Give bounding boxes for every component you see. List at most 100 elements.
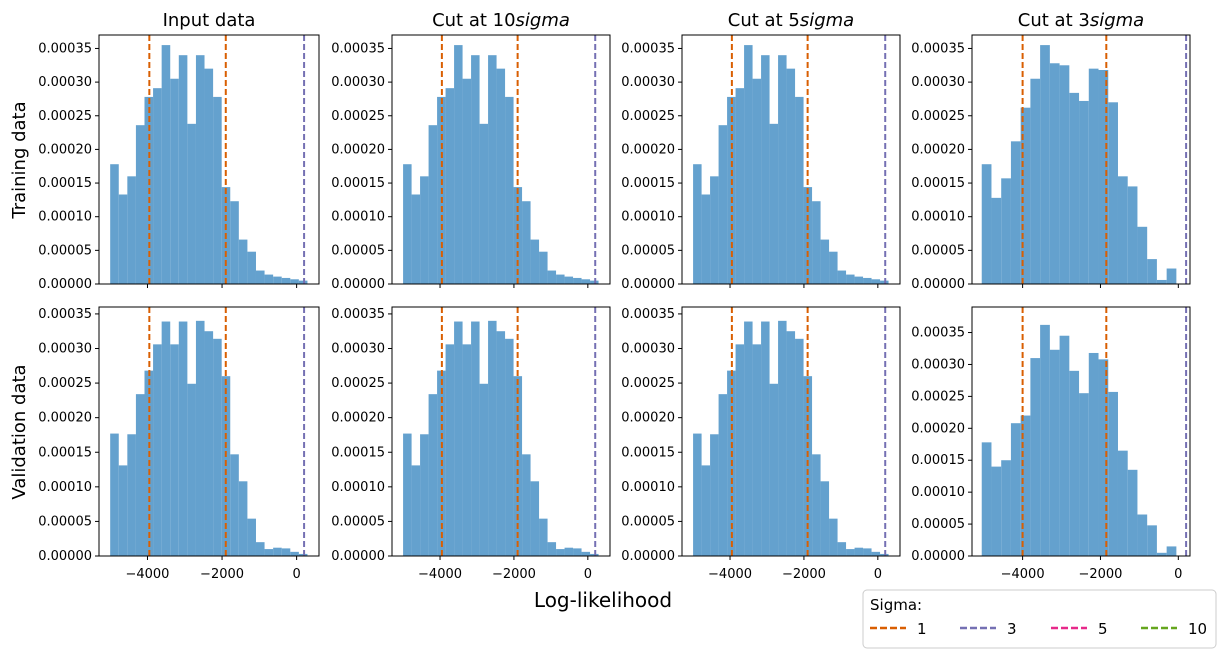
row-label-training: Training data xyxy=(9,101,30,219)
histogram-bar xyxy=(1108,391,1118,556)
histogram-bar xyxy=(752,78,762,284)
y-tick-label: 0.00010 xyxy=(38,210,92,225)
legend-entry-sigma-1: 1 xyxy=(870,620,927,638)
histogram-bar xyxy=(693,433,702,556)
histogram-bar xyxy=(547,270,557,284)
y-tick-label: 0.00020 xyxy=(331,411,385,426)
histogram-bar xyxy=(161,45,171,285)
y-tick-label: 0.00015 xyxy=(38,176,92,191)
histogram-bar xyxy=(213,338,222,556)
y-tick-label: 0.00035 xyxy=(911,41,965,56)
y-tick-label: 0.00010 xyxy=(331,480,385,495)
histogram-bar xyxy=(829,251,838,284)
histogram-bar xyxy=(761,55,770,284)
y-tick-label: 0.00025 xyxy=(911,389,965,404)
histogram-bar xyxy=(264,274,274,284)
histogram-bar xyxy=(1147,259,1157,284)
histogram-bar xyxy=(403,164,412,284)
y-tick-label: 0.00025 xyxy=(331,376,385,391)
histogram-bar xyxy=(1001,460,1011,556)
histogram-bar xyxy=(1156,279,1167,284)
panel-val-10: 0.00000 0.00005 0.00010 0.00015 0.00020 0.000… xyxy=(331,306,611,582)
y-tick-label: 0.00020 xyxy=(38,142,92,157)
legend-box xyxy=(862,589,1217,649)
axes-frame xyxy=(98,306,320,557)
axes-frame xyxy=(391,306,611,557)
y-tick-label: 0.00005 xyxy=(621,514,675,529)
y-tick-label: 0.00030 xyxy=(621,75,675,90)
histogram-bar xyxy=(1117,176,1128,284)
histogram-bar xyxy=(769,123,779,285)
y-tick-label: 0.00000 xyxy=(621,549,675,564)
histogram-bar xyxy=(812,454,821,556)
histogram-bar xyxy=(1127,186,1138,284)
y-tick-label: 0.00025 xyxy=(621,109,675,124)
histogram-bar xyxy=(1156,552,1167,556)
histogram-bar xyxy=(204,68,214,284)
histogram-bar xyxy=(281,548,291,556)
histogram-bar xyxy=(981,164,992,284)
histogram-bar xyxy=(1098,69,1109,284)
panel-title: Cut at 10sigma xyxy=(432,10,570,31)
histogram-bar xyxy=(238,239,248,284)
histogram-bar xyxy=(488,320,497,556)
axes-frame xyxy=(971,306,1191,557)
histogram-bar xyxy=(1137,514,1148,556)
panel-train-5: 0.00000 0.00005 0.00010 0.00015 0.00020 0.000… xyxy=(621,10,901,292)
histogram-bar xyxy=(445,88,455,285)
histogram-bar xyxy=(701,465,711,556)
histogram-bar xyxy=(110,164,119,284)
legend: Sigma: 1 3 5 10 xyxy=(862,589,1217,649)
y-tick-label: 0.00030 xyxy=(911,75,965,90)
y-tick-label: 0.00010 xyxy=(38,480,92,495)
y-tick-label: 0.00010 xyxy=(621,210,675,225)
histogram-bar xyxy=(863,277,872,284)
histogram-bar xyxy=(564,547,574,556)
y-tick-label: 0.00005 xyxy=(331,243,385,258)
x-tick-label: 0 xyxy=(1174,567,1182,582)
histogram-bar xyxy=(1030,358,1041,556)
histogram-bar xyxy=(991,197,1002,284)
row-label-validation: Validation data xyxy=(9,364,30,499)
y-tick-label: 0.00035 xyxy=(621,307,675,322)
histogram-bar xyxy=(118,465,128,556)
y-tick-label: 0.00020 xyxy=(331,142,385,157)
histogram-bar xyxy=(1059,335,1070,556)
histogram-bar xyxy=(522,201,531,284)
y-tick-label: 0.00030 xyxy=(621,342,675,357)
histogram-bar xyxy=(778,320,787,556)
histogram-bar xyxy=(153,344,162,556)
histogram-bar xyxy=(1059,65,1070,284)
histogram-bar xyxy=(161,321,171,556)
histogram-bar xyxy=(290,551,299,556)
histogram-bar xyxy=(187,123,196,285)
histogram-bar xyxy=(1079,393,1089,556)
histogram-bar xyxy=(255,542,265,556)
histogram-bar xyxy=(573,277,582,284)
histogram-bar xyxy=(1010,423,1021,556)
y-tick-label: 0.00005 xyxy=(621,243,675,258)
panel-val-input: 0.00000 0.00005 0.00010 0.00015 0.00020 0.000… xyxy=(38,306,320,582)
y-tick-label: 0.00005 xyxy=(38,243,92,258)
histogram-bar xyxy=(454,321,463,556)
histogram-bar xyxy=(701,194,711,284)
histogram-bar xyxy=(1040,324,1050,556)
y-tick-label: 0.00015 xyxy=(621,445,675,460)
y-tick-label: 0.00005 xyxy=(38,514,92,529)
y-tick-label: 0.00035 xyxy=(621,41,675,56)
histogram-bar xyxy=(735,344,745,556)
histogram-bar xyxy=(230,454,239,556)
histogram-bar xyxy=(496,331,506,556)
y-tick-label: 0.00030 xyxy=(331,342,385,357)
histogram-bar xyxy=(1049,349,1060,556)
histogram-bar xyxy=(479,123,489,285)
histogram-bar xyxy=(238,481,248,556)
histogram-bar xyxy=(769,383,779,556)
y-tick-label: 0.00025 xyxy=(38,109,92,124)
x-tick-label: −2000 xyxy=(1078,567,1122,582)
x-tick-label: −4000 xyxy=(125,567,169,582)
panels-group: 0.00000 0.00005 0.00010 0.00015 0.00020 0.000… xyxy=(38,10,1191,582)
histogram-bar xyxy=(795,96,804,284)
histogram-bar xyxy=(710,176,719,284)
x-tick-label: 0 xyxy=(292,567,300,582)
